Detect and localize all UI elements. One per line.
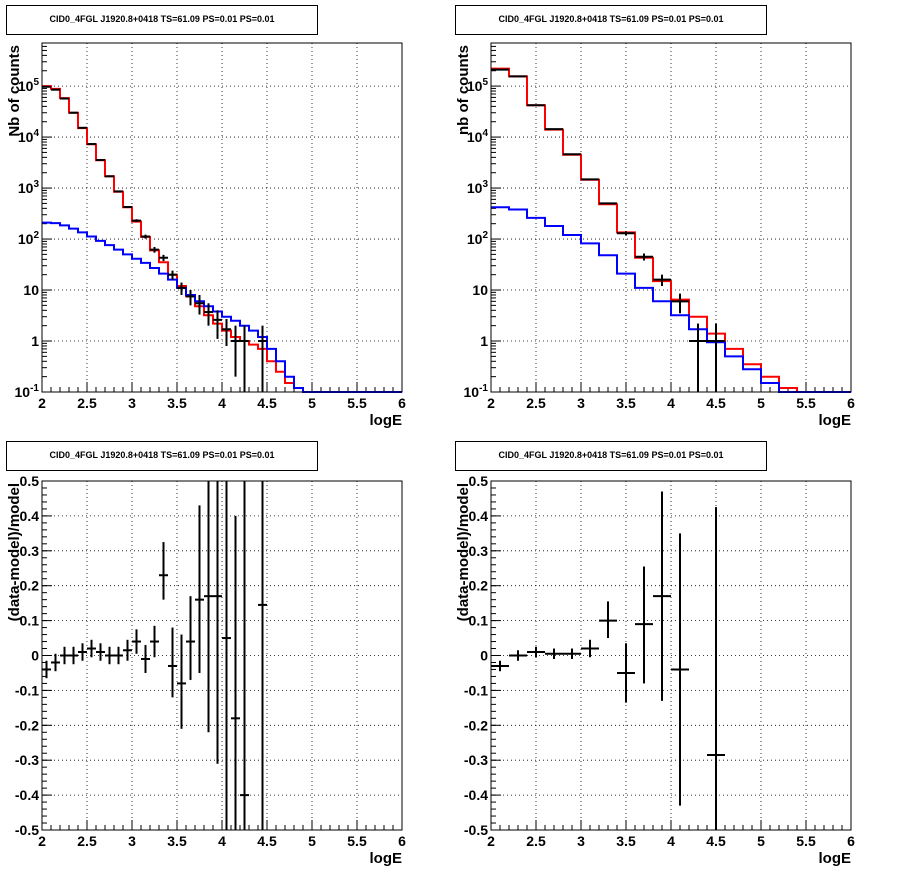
pad1-xtick-label-0: 2 <box>38 395 46 411</box>
pad1-ytick-label-0: 10-1 <box>15 383 40 400</box>
pad1-ytick-label-4: 103 <box>18 179 40 196</box>
pad2-xtick-label-6: 5 <box>757 395 765 411</box>
pad4-ytick-label-3: -0.2 <box>464 717 488 733</box>
pad2-ytick-label-3: 102 <box>467 230 489 247</box>
pad3-title: CID0_4FGL J1920.8+0418 TS=61.09 PS=0.01 … <box>6 441 318 471</box>
pad2-xtick-label-7: 5.5 <box>796 395 816 411</box>
pad4-xtick-label-3: 3.5 <box>616 833 636 849</box>
pad1-ytick-label-3: 102 <box>18 230 40 247</box>
pad2-ytick-label-1: 1 <box>480 333 488 349</box>
pad4-xtick-label-4: 4 <box>667 833 675 849</box>
pad3-ytick-label-5: 0 <box>31 648 39 664</box>
pad3-xtick-label-7: 5.5 <box>347 833 367 849</box>
pad2-xtick-label-3: 3.5 <box>616 395 636 411</box>
pad2-xtick-label-2: 3 <box>577 395 585 411</box>
pad4-ytick-label-7: 0.2 <box>469 578 489 594</box>
pad3-ytick-label-0: -0.5 <box>15 822 39 838</box>
pad3-xtick-label-8: 6 <box>398 833 406 849</box>
pad1-xtick-label-5: 4.5 <box>257 395 277 411</box>
pad2-frame <box>490 42 852 393</box>
pad4-ytick-label-10: 0.5 <box>469 473 489 489</box>
pad4-ytick-label-0: -0.5 <box>464 822 488 838</box>
pad4-x-axis-label: logE <box>819 850 852 867</box>
pad2-xtick-label-8: 6 <box>847 395 855 411</box>
pad3-ytick-label-1: -0.4 <box>15 787 39 803</box>
pad4-ytick-label-6: 0.1 <box>469 613 489 629</box>
pad4-ytick-label-4: -0.1 <box>464 682 488 698</box>
pad1-xtick-label-8: 6 <box>398 395 406 411</box>
pad2-xtick-label-5: 4.5 <box>706 395 726 411</box>
pad4-xtick-label-6: 5 <box>757 833 765 849</box>
pad2-ytick-label-0: 10-1 <box>464 383 489 400</box>
pad2-xtick-label-0: 2 <box>487 395 495 411</box>
pad2-ytick-label-4: 103 <box>467 179 489 196</box>
pad4-ytick-label-1: -0.4 <box>464 787 488 803</box>
pad4-xtick-label-0: 2 <box>487 833 495 849</box>
pad4-ytick-label-8: 0.3 <box>469 543 489 559</box>
pad3-xtick-label-2: 3 <box>128 833 136 849</box>
pad2-x-axis-label: logE <box>819 412 852 429</box>
pad1-y-axis-label: Nb of counts <box>6 45 23 137</box>
pad3-ytick-label-4: -0.1 <box>15 682 39 698</box>
pad2-title: CID0_4FGL J1920.8+0418 TS=61.09 PS=0.01 … <box>455 5 767 35</box>
pad2-y-axis-label: nb of counts <box>455 45 472 135</box>
pad3-ytick-label-6: 0.1 <box>20 613 40 629</box>
pad4-xtick-label-7: 5.5 <box>796 833 816 849</box>
pad4-title: CID0_4FGL J1920.8+0418 TS=61.09 PS=0.01 … <box>455 441 767 471</box>
pad4-xtick-label-2: 3 <box>577 833 585 849</box>
pad1-xtick-label-4: 4 <box>218 395 226 411</box>
pad3-xtick-label-1: 2.5 <box>77 833 97 849</box>
pad4-xtick-label-1: 2.5 <box>526 833 546 849</box>
pad1-frame <box>41 42 403 393</box>
pad1-xtick-label-3: 3.5 <box>167 395 187 411</box>
pad3-frame <box>41 480 403 831</box>
pad4-ytick-label-5: 0 <box>480 648 488 664</box>
pad3-xtick-label-3: 3.5 <box>167 833 187 849</box>
pad3-ytick-label-3: -0.2 <box>15 717 39 733</box>
pad3-xtick-label-4: 4 <box>218 833 226 849</box>
pad2-xtick-label-1: 2.5 <box>526 395 546 411</box>
pad1-ytick-label-2: 10 <box>23 282 39 298</box>
pad3-xtick-label-0: 2 <box>38 833 46 849</box>
pad1-x-axis-label: logE <box>370 412 403 429</box>
pad4-frame <box>490 480 852 831</box>
pad3-ytick-label-7: 0.2 <box>20 578 40 594</box>
pad2-xtick-label-4: 4 <box>667 395 675 411</box>
pad3-y-axis-label: (data-model)/model <box>6 483 23 621</box>
pad3-ytick-label-9: 0.4 <box>20 508 40 524</box>
pad2-ytick-label-6: 105 <box>467 77 489 94</box>
pad2-ytick-label-5: 104 <box>467 128 489 145</box>
pad3-xtick-label-6: 5 <box>308 833 316 849</box>
pad4-ytick-label-2: -0.3 <box>464 752 488 768</box>
pad1-xtick-label-2: 3 <box>128 395 136 411</box>
pad2-series-1-line <box>491 206 851 393</box>
pad1-ytick-label-6: 105 <box>18 77 40 94</box>
pad4-xtick-label-5: 4.5 <box>706 833 726 849</box>
pad3-ytick-label-2: -0.3 <box>15 752 39 768</box>
pad1-xtick-label-6: 5 <box>308 395 316 411</box>
pad3-ytick-label-8: 0.3 <box>20 543 40 559</box>
pad1-xtick-label-1: 2.5 <box>77 395 97 411</box>
pad1-xtick-label-7: 5.5 <box>347 395 367 411</box>
pad3-ytick-label-10: 0.5 <box>20 473 40 489</box>
pad2-ytick-label-2: 10 <box>472 282 488 298</box>
pad4-xtick-label-8: 6 <box>847 833 855 849</box>
pad4-y-axis-label: (data-model)/model <box>455 483 472 621</box>
pad4-ytick-label-9: 0.4 <box>469 508 489 524</box>
pad1-ytick-label-1: 1 <box>31 333 39 349</box>
pad3-x-axis-label: logE <box>370 850 403 867</box>
pad1-title: CID0_4FGL J1920.8+0418 TS=61.09 PS=0.01 … <box>6 5 318 35</box>
pad3-xtick-label-5: 4.5 <box>257 833 277 849</box>
pad1-ytick-label-5: 104 <box>18 128 40 145</box>
